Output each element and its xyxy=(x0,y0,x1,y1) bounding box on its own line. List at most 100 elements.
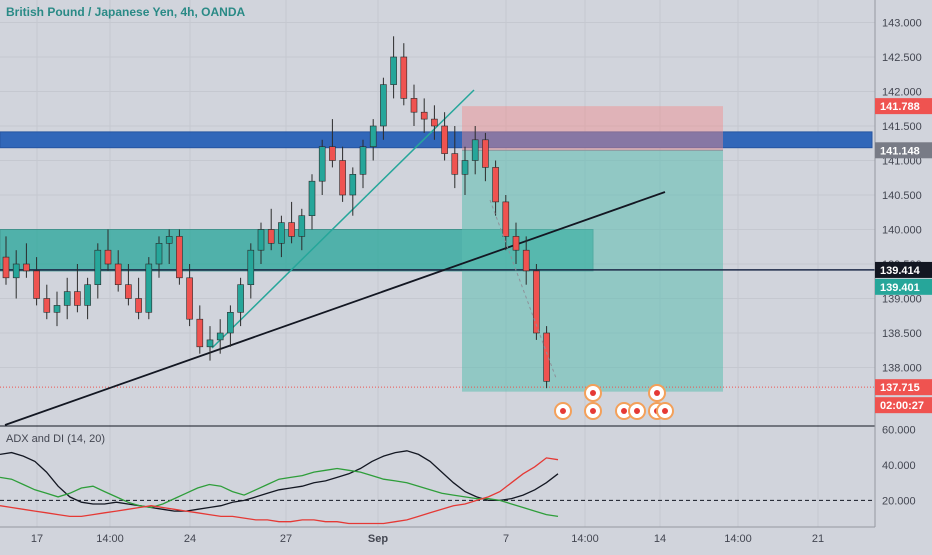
chart-title: British Pound / Japanese Yen, 4h, OANDA xyxy=(6,5,246,19)
candle-body xyxy=(380,84,387,127)
candle-body xyxy=(257,229,265,251)
price-label-bg xyxy=(875,142,932,159)
candle-body xyxy=(329,146,336,161)
resistance-zone xyxy=(0,131,873,149)
candle-body xyxy=(533,270,540,334)
candle-body xyxy=(227,311,234,334)
event-flag-dot xyxy=(560,408,566,414)
candle xyxy=(155,236,163,278)
price-tick-label: 138.000 xyxy=(882,363,922,375)
event-flag-dot xyxy=(634,408,640,414)
candle xyxy=(267,208,275,251)
candle-body xyxy=(359,146,367,175)
adx-series-0 xyxy=(0,450,559,512)
candle-body xyxy=(247,249,255,285)
candle-body xyxy=(114,263,122,286)
price-tick-label: 140.500 xyxy=(882,190,922,202)
candle-body xyxy=(135,298,142,313)
candle xyxy=(533,264,540,340)
candle xyxy=(84,277,91,320)
candle xyxy=(186,264,193,327)
candle xyxy=(12,250,20,299)
candle xyxy=(318,139,326,195)
candle xyxy=(522,236,530,285)
price-tick-label: 142.500 xyxy=(882,52,922,64)
candle xyxy=(74,264,81,313)
candle xyxy=(145,257,153,320)
candle-body xyxy=(492,167,499,203)
candle-body xyxy=(471,139,479,161)
candle-body xyxy=(176,236,183,279)
candle-body xyxy=(502,201,510,237)
price-label-entry: 141.148 xyxy=(880,145,920,157)
candle-body xyxy=(339,160,346,196)
candle xyxy=(2,236,10,285)
candle xyxy=(502,195,510,251)
price-label-last: 137.715 xyxy=(880,382,920,394)
price-tick-label: 141.500 xyxy=(882,121,922,133)
candle xyxy=(288,201,295,244)
indicator-title: ADX and DI (14, 20) xyxy=(6,433,106,445)
price-label-bg xyxy=(875,261,932,278)
candle-body xyxy=(431,118,438,127)
time-tick-label: 17 xyxy=(31,533,43,545)
price-label-bg xyxy=(875,397,932,414)
candle-body xyxy=(410,98,418,113)
event-flag-dot xyxy=(590,390,596,396)
candle-body xyxy=(482,139,489,168)
candle-body xyxy=(308,180,316,216)
candle xyxy=(165,229,173,264)
major-trendline xyxy=(4,191,666,426)
candle xyxy=(227,305,234,347)
candle xyxy=(114,250,122,292)
candle xyxy=(441,112,448,161)
candle-body xyxy=(104,249,112,265)
time-tick-label: 14 xyxy=(654,533,666,545)
candle xyxy=(247,243,255,299)
time-tick-label: 21 xyxy=(812,533,824,545)
candle xyxy=(390,36,397,99)
candle xyxy=(176,229,183,285)
candle-body xyxy=(186,277,193,320)
price-tick-label: 139.000 xyxy=(882,294,922,306)
adx-tick-label: 60.000 xyxy=(882,425,916,437)
candle-body xyxy=(318,146,326,182)
price-tick-label: 142.000 xyxy=(882,87,922,99)
candle-body xyxy=(84,284,91,306)
candle xyxy=(369,119,377,161)
time-tick-label: 7 xyxy=(503,533,509,545)
candle-body xyxy=(512,236,520,251)
candle xyxy=(125,264,132,306)
time-tick-label: 27 xyxy=(280,533,292,545)
candle-body xyxy=(369,125,377,148)
adx-series-2 xyxy=(0,457,559,525)
candle xyxy=(482,132,489,182)
candle-body xyxy=(2,256,10,279)
candle xyxy=(206,326,214,361)
candle-body xyxy=(63,291,71,306)
price-label-mid: 139.401 xyxy=(880,282,920,294)
candle xyxy=(349,167,357,216)
projection-path xyxy=(489,199,557,379)
candle-body xyxy=(165,236,173,244)
candle xyxy=(23,243,30,278)
candle-body xyxy=(543,332,550,382)
candle-body xyxy=(451,153,459,175)
candle xyxy=(420,98,428,133)
candle xyxy=(380,77,387,140)
candle-body xyxy=(461,160,469,175)
time-tick-label: Sep xyxy=(368,533,388,545)
candle xyxy=(461,146,469,195)
candle-body xyxy=(23,263,30,272)
candle xyxy=(339,146,346,202)
candle xyxy=(216,319,224,354)
price-tick-label: 141.000 xyxy=(882,156,922,168)
candle xyxy=(257,222,265,264)
candle-body xyxy=(298,215,306,237)
candle xyxy=(512,222,520,264)
price-tick-label: 140.000 xyxy=(882,225,922,237)
candle-body xyxy=(278,222,285,244)
candle-body xyxy=(125,284,132,299)
